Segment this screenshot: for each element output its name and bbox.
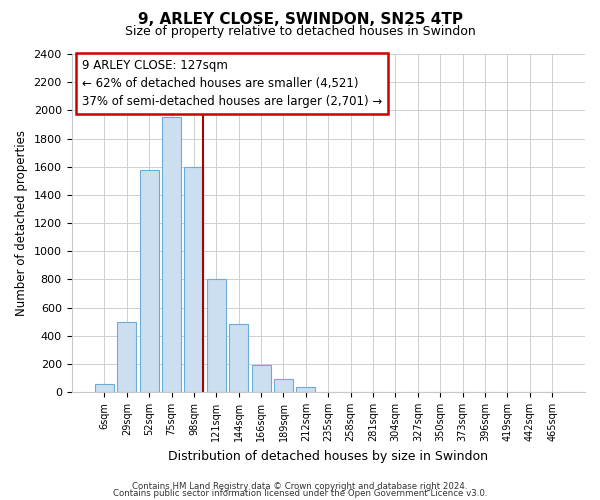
Bar — [95, 384, 114, 392]
Bar — [162, 118, 181, 392]
Bar — [274, 378, 293, 392]
Bar — [296, 387, 316, 392]
Bar — [207, 280, 226, 392]
Bar — [229, 324, 248, 392]
Y-axis label: Number of detached properties: Number of detached properties — [15, 130, 28, 316]
Text: Contains public sector information licensed under the Open Government Licence v3: Contains public sector information licen… — [113, 490, 487, 498]
X-axis label: Distribution of detached houses by size in Swindon: Distribution of detached houses by size … — [168, 450, 488, 462]
Text: Contains HM Land Registry data © Crown copyright and database right 2024.: Contains HM Land Registry data © Crown c… — [132, 482, 468, 491]
Text: Size of property relative to detached houses in Swindon: Size of property relative to detached ho… — [125, 25, 475, 38]
Text: 9, ARLEY CLOSE, SWINDON, SN25 4TP: 9, ARLEY CLOSE, SWINDON, SN25 4TP — [137, 12, 463, 28]
Bar — [140, 170, 158, 392]
Text: 9 ARLEY CLOSE: 127sqm
← 62% of detached houses are smaller (4,521)
37% of semi-d: 9 ARLEY CLOSE: 127sqm ← 62% of detached … — [82, 59, 382, 108]
Bar — [184, 166, 203, 392]
Bar — [251, 366, 271, 392]
Bar — [117, 322, 136, 392]
